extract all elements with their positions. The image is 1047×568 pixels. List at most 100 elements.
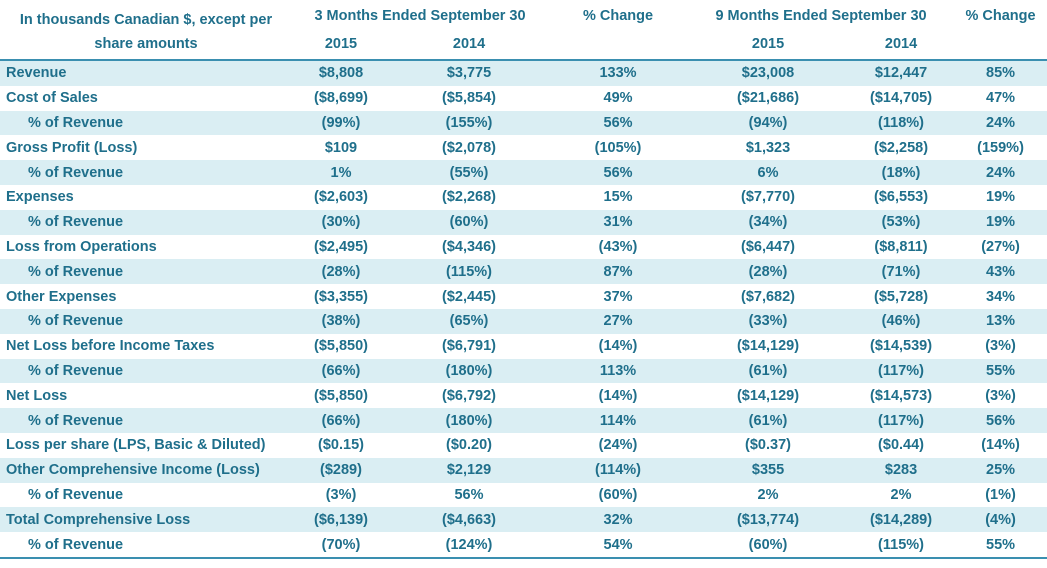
- table-row: % of Revenue (28%) (115%) 87% (28%) (71%) 43%: [0, 259, 1047, 285]
- ytd-2014-cell: (18%): [848, 160, 955, 185]
- q3-2015-cell: (28%): [292, 259, 390, 285]
- q3-pct-change-cell: 37%: [603, 288, 633, 305]
- q3-2014-cell: (155%): [390, 110, 549, 136]
- row-label: % of Revenue: [28, 536, 124, 553]
- q3-pct-change-cell: (114%): [548, 457, 689, 483]
- ytd-2014-cell: ($14,573): [869, 387, 933, 404]
- row-label: Loss from Operations: [6, 238, 157, 255]
- ytd-2015-cell: $1,323: [745, 139, 791, 156]
- ytd-2014-cell: ($5,728): [874, 288, 929, 305]
- q3-2015-cell: ($8,699): [313, 90, 368, 107]
- row-label: Other Expenses: [6, 288, 117, 305]
- q3-2014-cell: (124%): [445, 536, 493, 553]
- q3-2014-cell: (65%): [390, 308, 549, 334]
- ytd-2015-cell: ($7,682): [741, 288, 796, 305]
- q3-pct-change-cell: (24%): [598, 437, 638, 454]
- q3-pct-change-cell: 49%: [603, 90, 633, 107]
- ytd-2015-cell: ($6,447): [741, 238, 796, 255]
- ytd-2015-cell: ($21,686): [736, 90, 800, 107]
- q3-2014-cell: $3,775: [390, 60, 549, 86]
- q3-2014-cell: (55%): [390, 160, 549, 185]
- q3-2014-cell: ($6,791): [442, 338, 497, 355]
- blank-header: [954, 35, 1047, 60]
- q3-2015-cell: (3%): [325, 486, 357, 503]
- ytd-pct-change-cell: 43%: [954, 259, 1047, 285]
- units-note-line1: In thousands Canadian $, except per: [19, 12, 273, 28]
- year-2014-9m-header: 2014: [884, 36, 918, 52]
- q3-pct-change-cell: (14%): [598, 338, 638, 355]
- table-row: Gross Profit (Loss) $109 ($2,078) (105%) $1,…: [0, 135, 1047, 160]
- ytd-2015-cell: ($0.37): [745, 437, 791, 454]
- row-label: % of Revenue: [0, 358, 292, 384]
- q3-pct-change-cell: 87%: [548, 259, 689, 285]
- ytd-pct-change-cell: 55%: [986, 536, 1016, 553]
- ytd-pct-change-cell: 85%: [954, 60, 1047, 86]
- year-2015-3m-header: 2015: [324, 36, 358, 52]
- q3-pct-change-cell: (14%): [598, 387, 638, 404]
- q3-pct-change-cell: 56%: [548, 160, 689, 185]
- q3-2014-cell: ($2,268): [442, 189, 497, 206]
- ytd-2015-cell: ($14,129): [736, 338, 800, 355]
- table-row: % of Revenue (66%) (180%) 114% (61%) (117%) 56…: [0, 408, 1047, 433]
- table-row: Revenue $8,808 $3,775 133% $23,008 $12,447 85%: [0, 60, 1047, 86]
- ytd-2015-cell: $23,008: [688, 60, 849, 86]
- units-note-line2: share amounts: [94, 36, 198, 52]
- q3-pct-change-cell: 31%: [548, 209, 689, 235]
- table-row: % of Revenue (38%) (65%) 27% (33%) (46%) 13%: [0, 308, 1047, 334]
- year-2014-3m-header: 2014: [452, 36, 486, 52]
- ytd-2015-cell: (34%): [688, 209, 849, 235]
- ytd-2014-cell: (71%): [848, 259, 955, 285]
- units-note-header: In thousands Canadian $, except per shar…: [0, 0, 292, 60]
- q3-2014-cell: 56%: [454, 486, 484, 503]
- q3-2014-cell: $2,129: [390, 457, 549, 483]
- table-row: Net Loss before Income Taxes ($5,850) ($6,…: [0, 334, 1047, 359]
- q3-2015-cell: ($2,495): [313, 238, 368, 255]
- q3-pct-change-cell: (60%): [598, 486, 638, 503]
- ytd-2015-cell: 6%: [688, 160, 849, 185]
- q3-pct-change-cell: (105%): [594, 139, 642, 156]
- table-row: Other Comprehensive Income (Loss) ($289) $…: [0, 457, 1047, 483]
- row-label: % of Revenue: [0, 408, 292, 433]
- q3-2015-cell: $109: [324, 139, 358, 156]
- table-row: Expenses ($2,603) ($2,268) 15% ($7,770) ($6,5…: [0, 185, 1047, 210]
- ytd-2015-cell: $355: [688, 457, 849, 483]
- ytd-pct-change-cell: 55%: [954, 358, 1047, 384]
- q3-2014-cell: (60%): [390, 209, 549, 235]
- ytd-2014-cell: $283: [848, 457, 955, 483]
- ytd-pct-change-cell: 19%: [986, 189, 1016, 206]
- ytd-2014-cell: (117%): [848, 408, 955, 433]
- ytd-2015-cell: ($7,770): [741, 189, 796, 206]
- row-label: Revenue: [0, 60, 292, 86]
- table-row: % of Revenue 1% (55%) 56% 6% (18%) 24%: [0, 160, 1047, 185]
- ytd-2014-cell: (46%): [848, 308, 955, 334]
- ytd-2015-cell: (61%): [688, 358, 849, 384]
- year-2015-9m-header: 2015: [751, 36, 785, 52]
- q3-2014-cell: ($6,792): [442, 387, 497, 404]
- row-label: % of Revenue: [28, 486, 124, 503]
- ytd-2014-cell: ($14,289): [848, 507, 955, 533]
- q3-2015-cell: (30%): [292, 209, 390, 235]
- q3-2014-cell: ($4,663): [390, 507, 549, 533]
- q3-2014-cell: ($0.20): [446, 437, 492, 454]
- ytd-2014-cell: 2%: [890, 486, 912, 503]
- ytd-pct-change-cell: (3%): [985, 387, 1016, 404]
- ytd-2014-cell: (117%): [848, 358, 955, 384]
- table-row: Total Comprehensive Loss ($6,139) ($4,663)…: [0, 507, 1047, 533]
- ytd-2015-cell: (28%): [688, 259, 849, 285]
- row-label: Cost of Sales: [6, 90, 98, 107]
- q3-pct-change-cell: 114%: [548, 408, 689, 433]
- q3-pct-change-cell: 56%: [548, 110, 689, 136]
- row-label: Total Comprehensive Loss: [0, 507, 292, 533]
- ytd-2015-cell: ($13,774): [688, 507, 849, 533]
- ytd-2015-cell: (33%): [688, 308, 849, 334]
- table-row: Cost of Sales ($8,699) ($5,854) 49% ($21,686…: [0, 86, 1047, 111]
- table-row: Loss per share (LPS, Basic & Diluted) ($0…: [0, 433, 1047, 458]
- row-label: % of Revenue: [0, 308, 292, 334]
- ytd-2014-cell: ($0.44): [878, 437, 924, 454]
- q3-2014-cell: (115%): [390, 259, 549, 285]
- q3-2014-cell: ($2,078): [442, 139, 497, 156]
- ytd-pct-change-cell: 13%: [954, 308, 1047, 334]
- ytd-pct-change-cell: (4%): [954, 507, 1047, 533]
